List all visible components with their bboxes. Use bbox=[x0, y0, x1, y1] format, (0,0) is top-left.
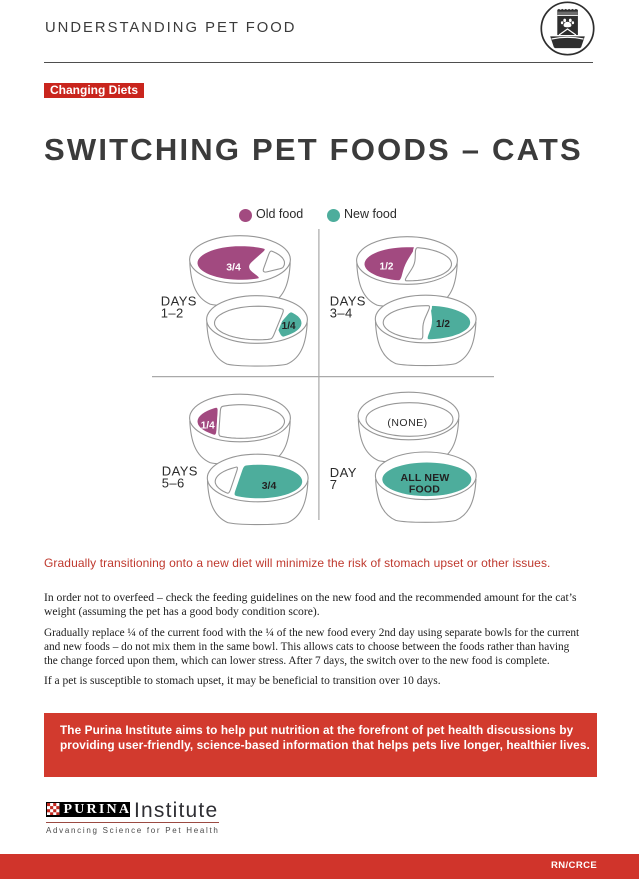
svg-text:7: 7 bbox=[330, 477, 338, 492]
svg-text:1–2: 1–2 bbox=[161, 305, 184, 320]
svg-text:1/2: 1/2 bbox=[436, 319, 450, 330]
svg-text:DAYS: DAYS bbox=[161, 293, 197, 308]
svg-text:1/2: 1/2 bbox=[380, 262, 394, 273]
svg-text:DAYS: DAYS bbox=[162, 464, 198, 479]
svg-text:DAYS: DAYS bbox=[330, 293, 366, 308]
svg-text:FOOD: FOOD bbox=[409, 484, 440, 496]
svg-text:DAY: DAY bbox=[330, 465, 357, 480]
svg-text:1/4: 1/4 bbox=[282, 321, 296, 332]
svg-text:1/4: 1/4 bbox=[201, 421, 215, 432]
svg-text:3/4: 3/4 bbox=[226, 261, 241, 273]
svg-text:ALL NEW: ALL NEW bbox=[400, 472, 449, 484]
svg-text:(NONE): (NONE) bbox=[387, 417, 427, 429]
svg-text:3/4: 3/4 bbox=[262, 480, 277, 492]
svg-text:5–6: 5–6 bbox=[162, 476, 185, 491]
svg-text:3–4: 3–4 bbox=[330, 305, 353, 320]
